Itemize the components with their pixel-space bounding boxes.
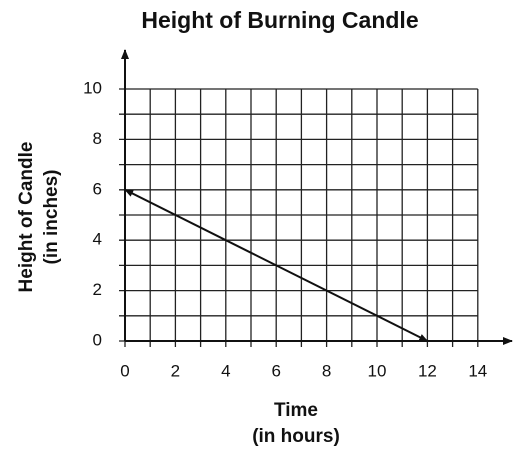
x-tick-label: 14 bbox=[468, 361, 487, 380]
x-axis-label: Time bbox=[274, 400, 318, 421]
x-tick-label: 4 bbox=[221, 361, 230, 380]
x-tick-label: 0 bbox=[120, 361, 129, 380]
chart-title: Height of Burning Candle bbox=[141, 7, 418, 33]
x-tick-label: 10 bbox=[368, 361, 387, 380]
y-axis-label: Height of Candle bbox=[16, 142, 37, 293]
x-axis-label: (in hours) bbox=[252, 426, 340, 447]
y-axis-label: (in inches) bbox=[41, 169, 62, 264]
x-tick-label: 12 bbox=[418, 361, 437, 380]
y-tick-label: 6 bbox=[93, 179, 102, 198]
x-tick-label: 8 bbox=[322, 361, 331, 380]
y-tick-label: 2 bbox=[93, 280, 102, 299]
x-tick-label: 2 bbox=[171, 361, 180, 380]
data-line bbox=[124, 188, 429, 342]
y-tick-label: 4 bbox=[93, 230, 102, 249]
y-tick-label: 8 bbox=[93, 129, 102, 148]
y-tick-label: 0 bbox=[93, 330, 102, 349]
x-tick-label: 6 bbox=[271, 361, 280, 380]
y-tick-label: 10 bbox=[83, 78, 102, 97]
